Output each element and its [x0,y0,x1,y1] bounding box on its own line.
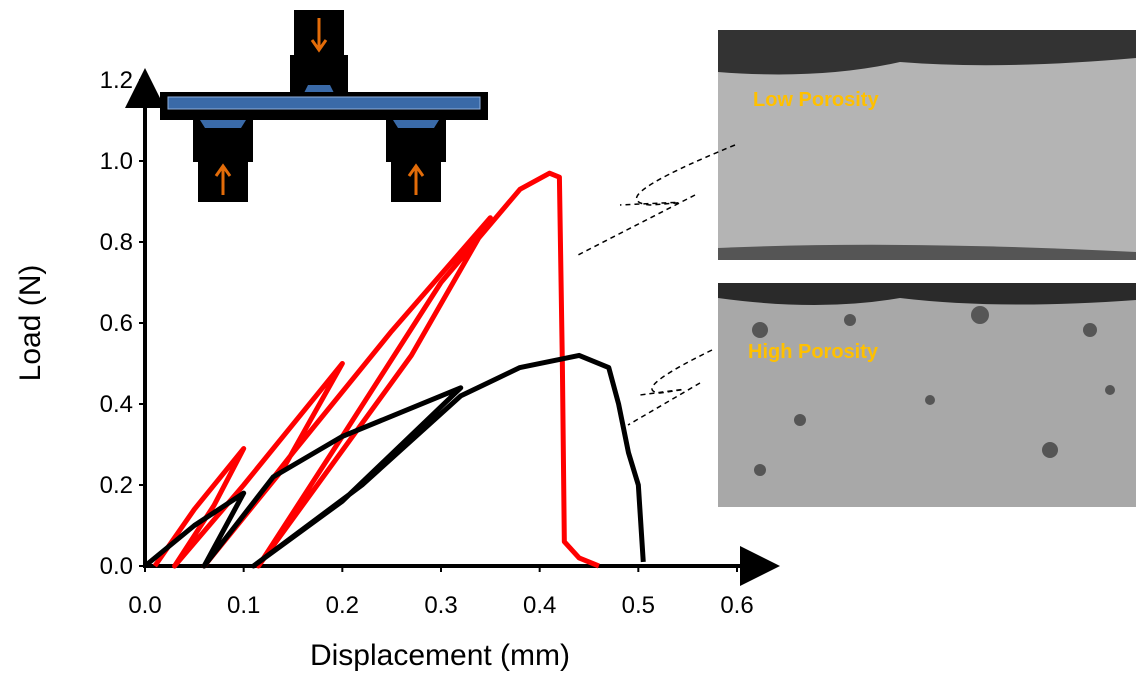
y-tick-label: 1.0 [100,148,133,175]
x-axis-label: Displacement (mm) [310,639,570,672]
y-tick-label: 0.4 [100,391,133,418]
x-tick-label: 0.6 [720,592,753,619]
y-tick-label: 0.0 [100,553,133,580]
x-tick-label: 0.4 [523,592,556,619]
x-tick-label: 0.1 [227,592,260,619]
micrograph-high [718,283,1136,507]
x-tick-label: 0.3 [424,592,457,619]
callouts [578,145,735,425]
fixture-diagram [160,10,488,202]
x-tick-label: 0.2 [326,592,359,619]
y-tick-label: 0.2 [100,472,133,499]
y-tick-label: 0.8 [100,229,133,256]
y-tick-label: 0.6 [100,310,133,337]
chart: Low Porosity High Porosity Displacement … [0,0,1138,673]
annotation: Low Porosity [753,89,879,111]
data-line [145,355,643,566]
annotation: High Porosity [748,341,879,363]
y-axis-label: Load (N) [14,265,47,382]
x-tick-label: 0.0 [128,592,161,619]
x-tick-label: 0.5 [622,592,655,619]
micrograph-low [718,30,1136,260]
y-tick-label: 1.2 [100,67,133,94]
